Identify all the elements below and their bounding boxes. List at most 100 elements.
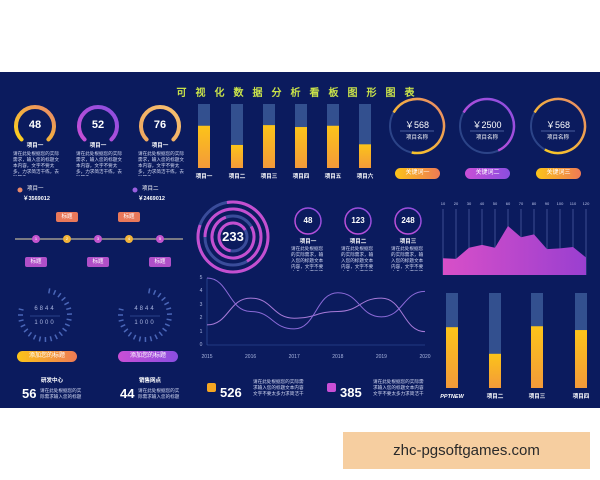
ring-value: ￥568: [404, 120, 430, 130]
dial-tick: [64, 301, 70, 306]
keyword-button[interactable]: 关键词三: [536, 168, 581, 179]
gauge-description: 请在此处根据您的实际需求，输入您的标题文本内容，文字不要太多，力求简洁干练，去除…: [13, 151, 59, 176]
y-tick-label: 0: [199, 342, 203, 348]
dial-tick: [149, 336, 153, 342]
gauge-label: 项目一: [89, 143, 107, 149]
dial-tick: [132, 334, 137, 340]
dial-tick: [158, 331, 163, 337]
stat-description: 请在此处根据您的实际需求输入您的标题文本内容文字不要太多力求简洁干: [373, 379, 424, 396]
stat-title: 销售网点: [138, 378, 162, 384]
dial-tick: [49, 336, 53, 342]
add-title-button[interactable]: 添加您的标题: [118, 351, 178, 362]
ring-progress: [462, 97, 516, 152]
dial-tick: [64, 323, 70, 327]
area-x-label: 70: [518, 201, 524, 206]
area-series: [443, 226, 586, 275]
timeline-step-number: 4: [127, 236, 131, 241]
bar: [295, 127, 307, 168]
gauge-arc: [77, 105, 119, 142]
area-x-label: 110: [569, 201, 577, 206]
ring-label: 项目名称: [405, 135, 429, 141]
area-x-label: 80: [531, 201, 537, 206]
dial-tick: [38, 336, 42, 342]
gauge-value: 76: [153, 119, 167, 131]
bar: [446, 327, 458, 388]
dial-bottom-value: 1000: [34, 320, 56, 326]
stat-value: 526: [220, 385, 242, 400]
ring-value: ￥568: [545, 120, 571, 130]
area-x-label: 40: [479, 201, 485, 206]
dial-tick: [62, 327, 68, 332]
timeline-tag: 标题: [25, 257, 47, 267]
stat-description: 请在此处根据您的实际需求输入您的标题文本内容: [138, 388, 180, 399]
stat-description: 请在此处根据您的实际需求输入您的标题文本内容文字不要太多力求简洁干: [253, 379, 304, 396]
timeline-step: [125, 235, 133, 243]
stat-value: 44: [120, 386, 135, 401]
add-title-button[interactable]: 添加您的标题: [17, 351, 77, 362]
stat-square-icon: [327, 383, 336, 392]
area-x-label: 20: [453, 201, 459, 206]
dial-tick: [58, 331, 63, 337]
dial-tick: [127, 331, 133, 337]
x-tick-label: 2015: [201, 354, 213, 360]
bar-label: 项目六: [356, 174, 374, 180]
dial-tick: [157, 292, 162, 298]
dial-tick: [120, 323, 126, 328]
timeline-step-number: 3: [96, 236, 100, 241]
timeline-tag: 标题: [87, 257, 109, 267]
big-ring-value: 233: [222, 229, 244, 244]
small-circle: [294, 207, 322, 235]
dial-tick: [161, 296, 166, 302]
area-x-label: 120: [582, 201, 590, 206]
dial-tick: [154, 334, 158, 340]
keyword-button[interactable]: 关键词二: [465, 168, 510, 179]
x-tick-label: 2019: [375, 354, 387, 360]
timeline-step: [32, 235, 40, 243]
dial-tick: [57, 292, 62, 298]
dial-tick: [61, 296, 66, 302]
dial-tick: [162, 327, 168, 332]
dial-tick: [18, 308, 24, 311]
stat-value: 56: [22, 386, 37, 401]
gauge-label: 项目一: [151, 143, 169, 149]
dial-tick: [54, 334, 58, 340]
dial-tick: [166, 318, 172, 321]
concentric-ring-progress: [217, 221, 247, 253]
gauge-description: 请在此处根据您的实际需求，输入您的标题文本内容，文字不要太多，力求简洁干练，去除…: [138, 151, 184, 176]
area-x-label: 100: [556, 201, 564, 206]
small-circle-label: 项目一: [299, 239, 317, 245]
small-circle-label: 项目二: [349, 239, 367, 245]
bar: [198, 125, 210, 168]
gauge-arc: [139, 105, 181, 142]
area-x-label: 10: [440, 201, 446, 206]
dial-tick: [123, 328, 129, 333]
dial-tick: [18, 319, 24, 322]
timeline-step: [63, 235, 71, 243]
dial-top-value: 4844: [134, 306, 156, 312]
y-tick-label: 1: [199, 328, 203, 335]
concentric-ring-progress: [203, 207, 263, 263]
dial-top-value: 6844: [34, 306, 56, 312]
small-circle-description: 请在此处根据您的实际需求，输入您的标题文本内容，文字不要太多，力求简洁干练，去除…: [291, 246, 324, 271]
bar-label: 项目三: [260, 174, 278, 180]
total-amount: ￥2469012: [138, 196, 165, 202]
ring-label: 项目名称: [546, 135, 570, 141]
small-circle-value: 248: [401, 216, 415, 225]
dial-tick: [20, 323, 26, 328]
bar: [263, 125, 275, 168]
keyword-button[interactable]: 关键词一: [395, 168, 440, 179]
bar-label: 项目三: [528, 394, 546, 400]
dial-tick: [152, 289, 157, 296]
total-label: 项目二: [142, 186, 159, 192]
gauge-value: 48: [28, 119, 42, 131]
gauge-description: 请在此处根据您的实际需求，输入您的标题文本内容，文字不要太多，力求简洁干练，去除…: [76, 151, 122, 176]
stat-value: 385: [340, 385, 362, 400]
area-x-label: 50: [492, 201, 498, 206]
dial-tick: [66, 318, 72, 321]
concentric-ring-progress: [196, 200, 270, 274]
dial-tick: [118, 319, 124, 322]
x-tick-label: 2016: [245, 354, 257, 360]
dial-tick: [166, 307, 172, 311]
dial-tick: [138, 336, 142, 342]
